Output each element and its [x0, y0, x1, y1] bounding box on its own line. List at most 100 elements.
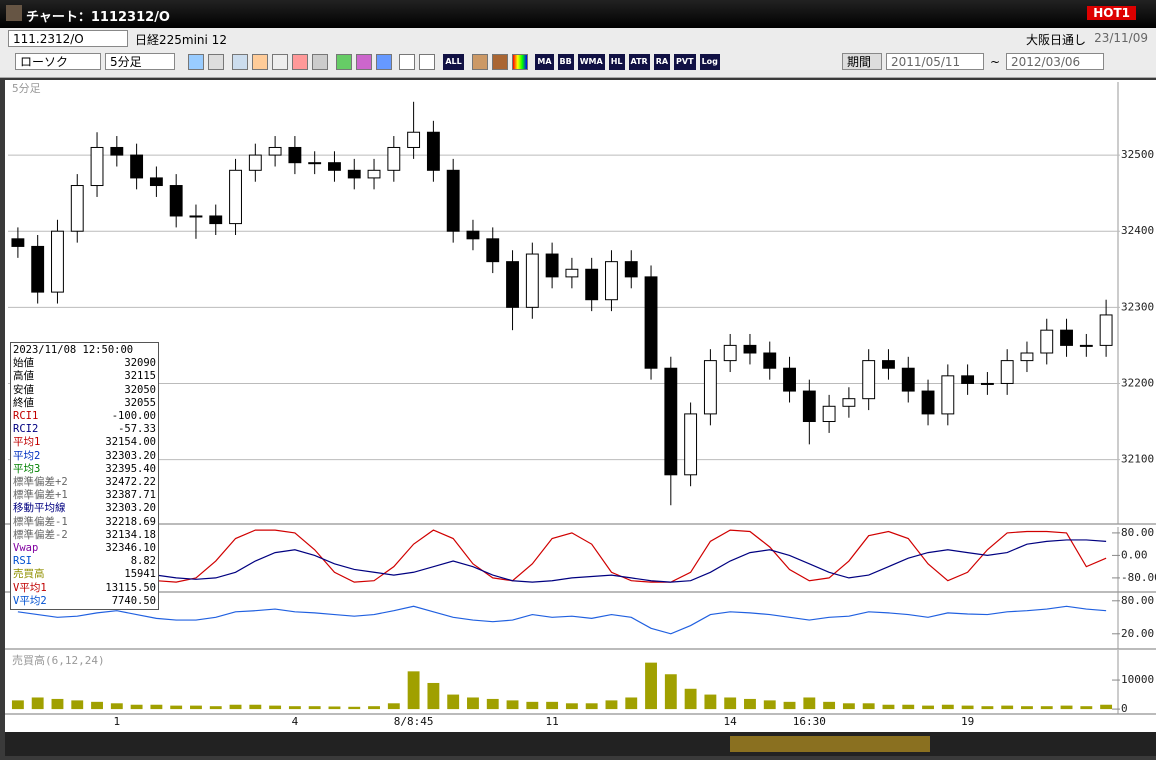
info-row: 平均2 32303.20 — [13, 450, 156, 463]
info-value: 32115 — [124, 370, 156, 383]
volume-bar — [763, 700, 776, 710]
tool-button[interactable] — [399, 54, 416, 70]
tool-button[interactable]: MA — [535, 54, 554, 70]
label-buttons: ALL — [441, 54, 465, 70]
x-tick-label: 8/8:45 — [394, 715, 434, 728]
volume-bar — [427, 682, 440, 710]
from-date[interactable]: 2011/05/11 — [886, 53, 984, 70]
info-label: V平均2 — [13, 594, 47, 607]
tool-button[interactable] — [335, 54, 352, 70]
interval-select[interactable]: 5分足 — [105, 53, 175, 70]
volume-bar — [1021, 706, 1033, 710]
tool-button[interactable]: ALL — [443, 54, 464, 70]
info-row: RCI2 -57.33 — [13, 423, 156, 436]
tool-button[interactable] — [188, 54, 204, 70]
candle-body — [1000, 360, 1014, 384]
tool-button[interactable]: WMA — [577, 54, 605, 70]
candle-body — [268, 146, 282, 156]
x-tick-label: 19 — [961, 715, 974, 728]
tool-button[interactable] — [355, 54, 372, 70]
info-row: 終値 32055 — [13, 397, 156, 410]
tool-button[interactable] — [231, 54, 248, 70]
volume-bar — [565, 703, 578, 710]
candle-body — [1040, 329, 1054, 354]
candle-body — [684, 413, 698, 476]
candle-body — [802, 390, 816, 423]
tool-button[interactable] — [251, 54, 268, 70]
app-icon — [6, 5, 22, 21]
chart-type-select[interactable]: ローソク — [15, 53, 101, 70]
tool-button[interactable]: Log — [699, 54, 720, 70]
info-label: RCI1 — [13, 410, 39, 423]
volume-bar — [1080, 706, 1093, 710]
volume-bar — [585, 703, 598, 710]
volume-bar — [704, 694, 717, 710]
candle-body — [703, 360, 717, 415]
info-value: 32472.22 — [105, 476, 156, 489]
candle-body — [288, 146, 302, 164]
volume-bar — [229, 704, 242, 710]
candle-body — [605, 261, 618, 301]
y-tick-label: 0.00 — [1121, 548, 1148, 561]
volume-bar — [664, 674, 677, 710]
candle-body — [624, 261, 638, 278]
info-label: 移動平均線 — [13, 502, 66, 515]
period-button[interactable]: 期間 — [842, 53, 882, 70]
info-label: 平均3 — [13, 462, 41, 475]
tool-button[interactable] — [471, 54, 488, 70]
series-line — [17, 539, 1107, 583]
tool-button[interactable]: ATR — [628, 54, 650, 70]
info-value: 32134.18 — [105, 528, 156, 541]
info-value: 32154.00 — [105, 436, 156, 449]
info-row: 標準偏差-2 32134.18 — [13, 529, 156, 542]
candle-body — [466, 230, 480, 240]
scroll-thumb[interactable] — [730, 736, 930, 752]
volume-bar — [1060, 705, 1073, 710]
info-row: 標準偏差+2 32472.22 — [13, 476, 156, 489]
info-label: V平均1 — [13, 581, 47, 594]
tool-button[interactable]: PVT — [674, 54, 696, 70]
tool-button[interactable] — [271, 54, 288, 70]
info-row: 売買高 15941 — [13, 568, 156, 581]
volume-bar — [744, 698, 756, 710]
volume-bar — [308, 706, 321, 710]
tool-button[interactable] — [311, 54, 328, 70]
info-label: 終値 — [13, 396, 34, 409]
volume-bar — [368, 706, 380, 710]
tool-button[interactable] — [208, 54, 224, 70]
info-value: 32055 — [124, 396, 156, 409]
info-value: 32303.20 — [105, 502, 156, 515]
volume-bar — [486, 698, 499, 710]
info-value: 8.82 — [130, 555, 156, 568]
volume-bar — [348, 706, 361, 710]
info-value: 32346.10 — [105, 542, 156, 555]
info-value: 7740.50 — [111, 594, 156, 607]
volume-bar — [922, 705, 934, 710]
tool-button[interactable]: RA — [653, 54, 671, 70]
candle-body — [644, 276, 658, 369]
scrollbar[interactable] — [5, 732, 1156, 756]
tool-button[interactable]: BB — [557, 54, 574, 70]
tool-button[interactable] — [511, 54, 528, 70]
candle-body — [882, 360, 895, 369]
market: 大阪日通し — [1025, 33, 1086, 47]
candle-body — [1020, 352, 1034, 362]
series-line — [17, 529, 1107, 583]
tool-button[interactable] — [291, 54, 308, 70]
tool-button[interactable] — [419, 54, 436, 70]
tool-button[interactable]: HL — [608, 54, 625, 70]
hot-badge[interactable]: HOT1 — [1087, 6, 1136, 20]
candle-body — [1060, 329, 1073, 346]
candle-body — [110, 146, 124, 156]
volume-bar — [71, 700, 84, 710]
candle-body — [980, 382, 994, 385]
x-tick-label: 1 — [114, 715, 121, 728]
symbol-input[interactable]: 111.2312/O — [8, 30, 128, 47]
tool-button[interactable] — [491, 54, 508, 70]
candle-body — [11, 238, 25, 247]
to-date[interactable]: 2012/03/06 — [1006, 53, 1104, 70]
panel-title: 売買高(6,12,24) — [12, 653, 105, 667]
tool-button[interactable] — [375, 54, 392, 70]
candle-body — [347, 169, 361, 179]
candle-body — [367, 169, 381, 179]
